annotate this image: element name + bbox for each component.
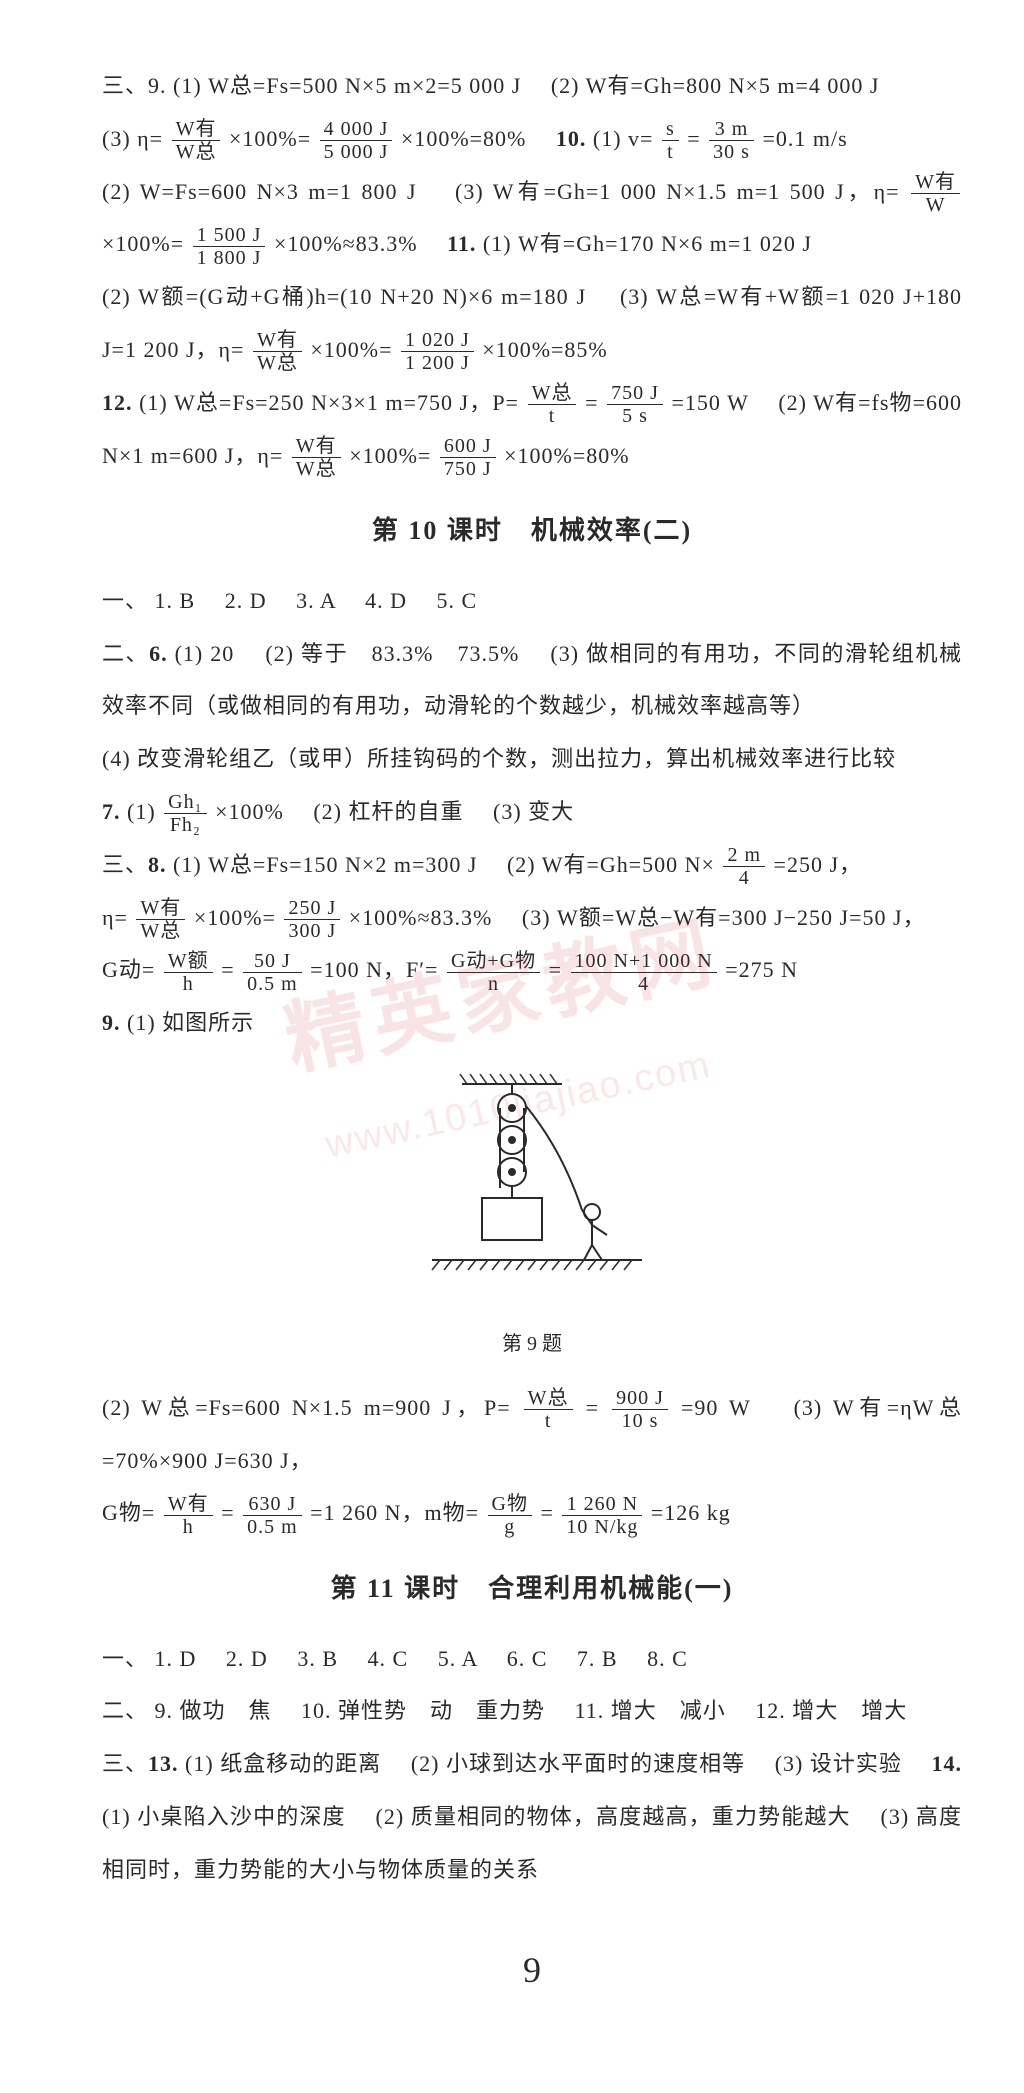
page: 精英家教网 www.1010jiajiao.com 三、9. (1) W总=Fs… [22,0,1002,2093]
pulley-svg [412,1070,652,1290]
frac: W有W [911,171,960,216]
s10-q7: 7. (1) Gh₁Fh₂ ×100% (2) 杠杆的自重 (3) 变大 [102,786,962,839]
frac: G动+G物n [447,950,540,995]
s10-q8-p3: η= W有W总 ×100%= 250 J300 J ×100%≈83.3% (3… [102,892,962,945]
frac: W有W总 [253,329,302,374]
s10-q9-p2a: (2) W总=Fs=600 N×1.5 m=900 J，P= W总t = 900… [102,1382,962,1488]
label: 10. [556,126,587,151]
frac: st [662,118,679,163]
frac: G物g [488,1493,532,1538]
frac: 1 500 J1 800 J [193,224,266,269]
frac: Gh₁Fh₂ [164,791,206,836]
figure-caption: 第 9 题 [102,1320,962,1368]
frac: W有W总 [172,118,221,163]
frac: 4 000 J5 000 J [320,118,393,163]
frac: 750 J5 s [607,382,663,427]
frac: 50 J0.5 m [243,950,302,995]
frac: 3 m30 s [709,118,754,163]
frac: W有W总 [136,897,185,942]
frac: 600 J750 J [440,435,496,480]
frac: 2 m4 [723,844,765,889]
p1: (1) W总=Fs=500 N×5 m×2=5 000 J [173,73,521,98]
s10-q6: 二、6. (1) 20 (2) 等于 83.3% 73.5% (3) 做相同的有… [102,628,962,734]
frac: 630 J0.5 m [243,1493,302,1538]
frac: W额h [164,950,213,995]
section10-heading: 第 10 课时 机械效率(二) [102,500,962,562]
s11-g2: 二、 9. 做功 焦 10. 弹性势 动 重力势 11. 增大 减小 12. 增… [102,1685,962,1738]
s11-g3: 三、13. (1) 纸盒移动的距离 (2) 小球到达水平面时的速度相等 (3) … [102,1738,962,1896]
pre-9: 三、9. (1) W总=Fs=500 N×5 m×2=5 000 J (2) W… [102,60,962,113]
s10-g1: 一、 1. B 2. D 3. A 4. D 5. C [102,575,962,628]
frac: 900 J10 s [612,1387,668,1432]
pre-10: (2) W=Fs=600 N×3 m=1 800 J (3) W有=Gh=1 0… [102,166,962,272]
s10-q9-p2c: G物= W有h = 630 J0.5 m =1 260 N，m物= G物g = … [102,1487,962,1540]
page-number: 9 [102,1927,962,2013]
s10-q6-p4: (4) 改变滑轮组乙（或甲）所挂钩码的个数，测出拉力，算出机械效率进行比较 [102,733,962,786]
frac: 100 N+1 000 N4 [571,950,717,995]
s11-g1: 一、 1. D 2. D 3. B 4. C 5. A 6. C 7. B 8.… [102,1633,962,1686]
frac: 1 260 N10 N/kg [562,1493,642,1538]
frac: W有h [164,1493,213,1538]
s10-q8: 三、8. (1) W总=Fs=150 N×2 m=300 J (2) W有=Gh… [102,839,962,892]
frac: W总t [524,1387,573,1432]
s10-q8-p5: G动= W额h = 50 J0.5 m =100 N，F′= G动+G物n = … [102,944,962,997]
pre-12: 12. (1) W总=Fs=250 N×3×1 m=750 J，P= W总t =… [102,377,962,483]
section11-heading: 第 11 课时 合理利用机械能(一) [102,1558,962,1620]
label: 12. [102,390,133,415]
pre-9-p3: (3) η= W有W总 ×100%= 4 000 J5 000 J ×100%=… [102,113,962,166]
label: 11. [447,231,476,256]
label: 三、9. [102,73,167,98]
frac: 250 J300 J [284,897,340,942]
frac: 1 020 J1 200 J [401,329,474,374]
frac: W有W总 [292,435,341,480]
p2: (2) W有=Gh=800 N×5 m=4 000 J [551,73,880,98]
s10-q9-p1: 9. (1) 如图所示 [102,997,962,1050]
pulley-figure [102,1070,962,1310]
pre-11: (2) W额=(G动+G桶)h=(10 N+20 N)×6 m=180 J (3… [102,271,962,377]
frac: W总t [528,382,577,427]
